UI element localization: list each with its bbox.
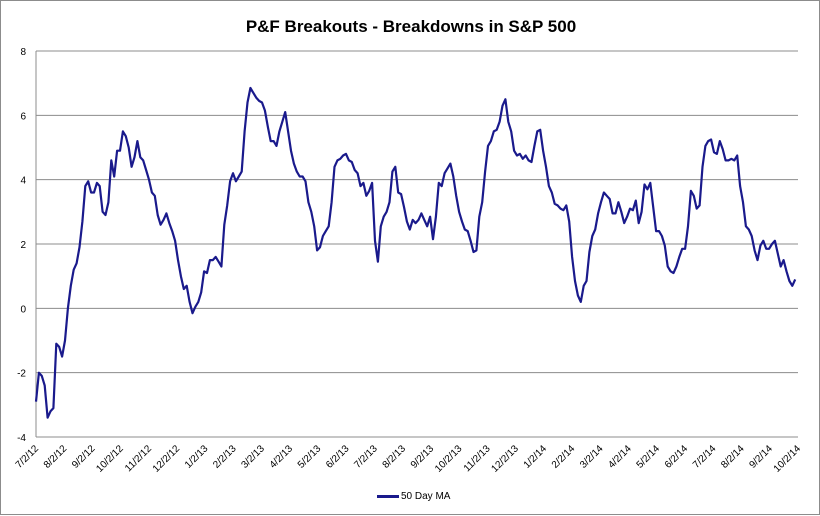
legend-swatch xyxy=(377,495,399,498)
x-tick-label: 7/2/14 xyxy=(691,443,719,471)
x-tick-label: 12/2/13 xyxy=(490,443,522,475)
y-tick-label: -2 xyxy=(17,369,26,380)
series-line-50-day-ma xyxy=(34,86,797,419)
x-tick-label: 5/2/13 xyxy=(296,443,324,471)
y-tick-label: 0 xyxy=(20,304,26,315)
x-tick-label: 10/2/12 xyxy=(94,443,126,475)
x-tick-label: 7/2/13 xyxy=(352,443,380,471)
x-tick-label: 1/2/14 xyxy=(522,443,550,471)
x-tick-label: 2/2/13 xyxy=(211,443,239,471)
legend-label: 50 Day MA xyxy=(401,491,451,502)
x-tick-label: 12/2/12 xyxy=(151,443,183,475)
y-tick-label: 6 xyxy=(20,111,26,122)
y-tick-label: 2 xyxy=(20,240,26,251)
x-tick-label: 3/2/13 xyxy=(239,443,267,471)
x-tick-label: 8/2/13 xyxy=(381,443,409,471)
x-tick-label: 4/2/14 xyxy=(606,443,634,471)
x-tick-label: 4/2/13 xyxy=(268,443,296,471)
chart-title: P&F Breakouts - Breakdowns in S&P 500 xyxy=(245,17,577,36)
x-tick-label: 10/2/14 xyxy=(772,443,804,475)
y-tick-label: 4 xyxy=(20,176,26,187)
x-tick-label: 2/2/14 xyxy=(550,443,578,471)
x-tick-label: 8/2/14 xyxy=(719,443,747,471)
legend: 50 Day MA xyxy=(377,491,450,502)
x-tick-label: 3/2/14 xyxy=(578,443,606,471)
x-tick-label: 10/2/13 xyxy=(433,443,465,475)
x-tick-label: 11/2/12 xyxy=(123,443,154,474)
y-tick-label: 8 xyxy=(20,47,26,58)
y-tick-label: -4 xyxy=(17,433,26,444)
x-tick-label: 6/2/14 xyxy=(663,443,691,471)
x-tick-label: 8/2/12 xyxy=(42,443,70,471)
x-tick-label: 1/2/13 xyxy=(183,443,211,471)
x-tick-label: 7/2/12 xyxy=(14,443,42,471)
x-tick-label: 11/2/13 xyxy=(462,443,493,474)
x-tick-label: 6/2/13 xyxy=(324,443,352,471)
x-tick-label: 5/2/14 xyxy=(635,443,663,471)
